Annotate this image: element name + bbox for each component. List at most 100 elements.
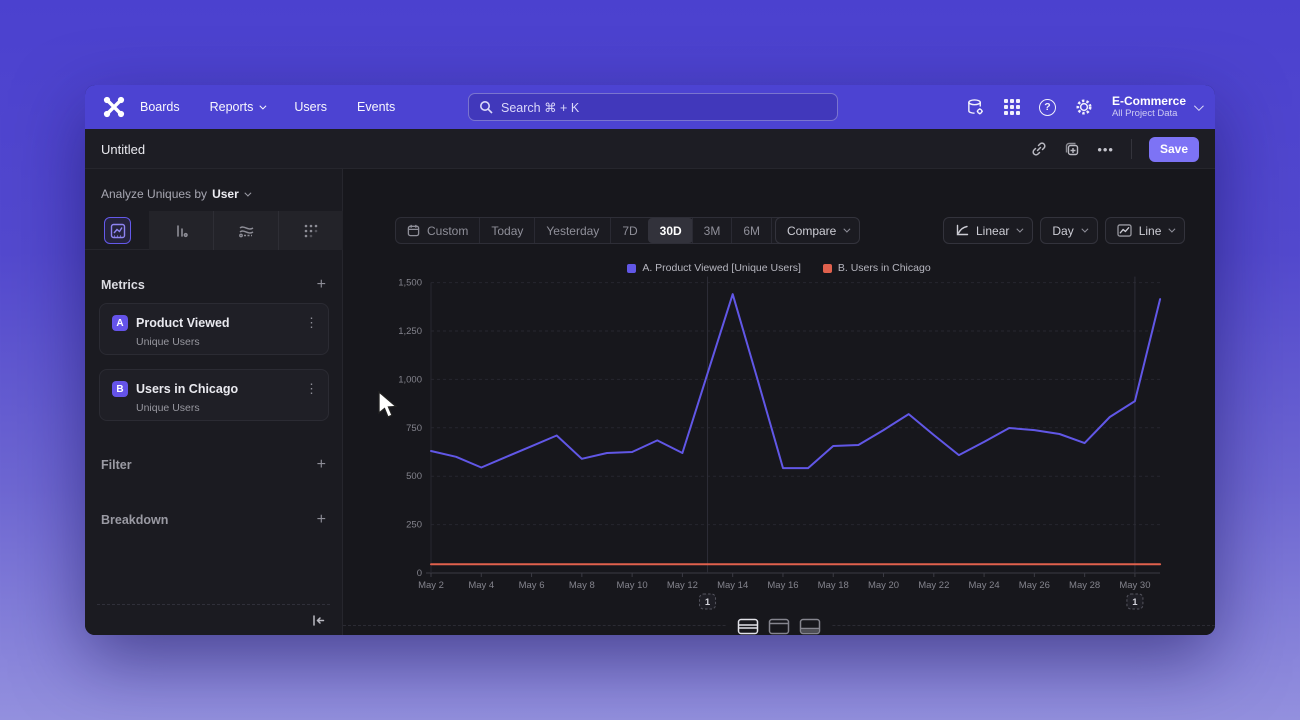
svg-text:May 26: May 26 [1019, 580, 1050, 591]
search-icon [480, 101, 493, 114]
search-placeholder: Search ⌘ + K [501, 100, 580, 115]
svg-text:250: 250 [406, 520, 422, 531]
report-title: Untitled [101, 142, 146, 157]
granularity-label: Day [1052, 223, 1074, 238]
granularity-dropdown[interactable]: Day [1040, 217, 1098, 244]
chart-panel: Custom Today Yesterday 7D 30D 3M 6M 12M … [343, 169, 1215, 635]
add-filter-button[interactable]: + [316, 456, 326, 473]
svg-text:May 30: May 30 [1119, 580, 1150, 591]
chart-type-strip [149, 211, 343, 250]
filter-section-header: Filter + [101, 457, 326, 473]
svg-text:1,000: 1,000 [398, 374, 422, 385]
chart-legend: A. Product Viewed [Unique Users] B. User… [343, 262, 1215, 274]
project-subtitle: All Project Data [1111, 108, 1178, 119]
range-today[interactable]: Today [479, 218, 534, 243]
layout-bottom-panel-icon[interactable] [799, 618, 821, 635]
svg-text:May 16: May 16 [767, 580, 798, 591]
duplicate-icon[interactable] [1064, 141, 1080, 157]
layout-split-rows-icon[interactable] [737, 618, 759, 635]
svg-text:May 12: May 12 [667, 580, 698, 591]
project-selector[interactable]: E-Commerce All Project Data [1111, 94, 1204, 119]
metric-subtitle-b[interactable]: Unique Users [136, 402, 200, 414]
range-3m[interactable]: 3M [691, 218, 732, 243]
chart-display-controls: Linear Day Line [943, 217, 1186, 244]
nav-links: Boards Reports Users Events [140, 85, 395, 129]
apps-grid-icon[interactable] [1003, 99, 1020, 115]
range-yesterday[interactable]: Yesterday [534, 218, 610, 243]
query-builder-sidebar: Analyze Uniques by User [85, 169, 343, 635]
search-input[interactable]: Search ⌘ + K [468, 93, 838, 121]
svg-text:May 8: May 8 [569, 580, 595, 591]
layout-header-panel-icon[interactable] [768, 618, 790, 635]
metric-badge-b: B [112, 381, 128, 397]
metric-name-b: Users in Chicago [136, 382, 239, 396]
metric-card-a[interactable]: A Product Viewed ⋮ Unique Users [99, 303, 329, 355]
metric-card-b[interactable]: B Users in Chicago ⋮ Unique Users [99, 369, 329, 421]
tab-flow[interactable] [213, 211, 278, 250]
save-button[interactable]: Save [1148, 136, 1199, 162]
svg-text:May 28: May 28 [1069, 580, 1100, 591]
nav-item-users[interactable]: Users [294, 100, 327, 114]
compare-button[interactable]: Compare [775, 217, 861, 244]
settings-gear-icon[interactable] [1075, 98, 1093, 116]
range-30d-selected[interactable]: 30D [647, 218, 693, 243]
legend-item-a[interactable]: A. Product Viewed [Unique Users] [627, 262, 801, 274]
more-options-button[interactable]: ••• [1097, 141, 1114, 157]
range-yesterday-label: Yesterday [546, 223, 600, 238]
chevron-down-icon [259, 102, 267, 110]
help-icon[interactable]: ? [1038, 98, 1056, 116]
compare-label: Compare [787, 223, 837, 238]
nav-item-users-label: Users [294, 100, 328, 114]
legend-label-a: A. Product Viewed [Unique Users] [642, 262, 801, 274]
add-metric-button[interactable]: + [316, 276, 326, 293]
add-breakdown-button[interactable]: + [316, 511, 326, 528]
mixpanel-logo-icon[interactable] [102, 95, 126, 119]
range-6m-label: 6M [743, 223, 761, 238]
range-custom[interactable]: Custom [396, 218, 479, 243]
svg-text:1: 1 [1132, 597, 1138, 608]
nav-item-reports[interactable]: Reports [209, 100, 267, 114]
line-chart-icon [1117, 224, 1132, 237]
tab-bar-chart[interactable] [149, 211, 213, 250]
range-6m[interactable]: 6M [731, 218, 771, 243]
metric-options-button[interactable]: ⋮ [305, 315, 318, 330]
range-7d[interactable]: 7D [610, 218, 648, 243]
metric-options-button[interactable]: ⋮ [305, 381, 318, 396]
chart-style-label: Line [1138, 223, 1162, 238]
nav-item-events[interactable]: Events [357, 100, 395, 114]
range-7d-label: 7D [622, 223, 638, 238]
tab-line-chart[interactable] [104, 217, 131, 244]
metric-badge-a: A [112, 315, 128, 331]
divider [97, 604, 330, 605]
scale-dropdown[interactable]: Linear [943, 217, 1034, 244]
legend-label-b: B. Users in Chicago [837, 262, 931, 274]
legend-item-b[interactable]: B. Users in Chicago [822, 262, 931, 274]
filter-header-label: Filter [101, 458, 132, 472]
calendar-icon [407, 224, 420, 237]
project-name: E-Commerce [1111, 94, 1186, 108]
range-custom-label: Custom [427, 223, 469, 238]
analyze-entity-dropdown[interactable]: User [212, 187, 252, 201]
metric-subtitle-a[interactable]: Unique Users [136, 336, 200, 348]
nav-item-boards[interactable]: Boards [140, 100, 180, 114]
chart-style-dropdown[interactable]: Line [1104, 217, 1186, 244]
layout-switcher [727, 615, 831, 635]
legend-swatch-b [822, 263, 832, 273]
legend-swatch-a [627, 263, 637, 273]
chart-plot: 0 250 500 750 1,000 1,250 1,500 May 2 May 4 May 6… [398, 276, 1162, 610]
svg-text:1,250: 1,250 [398, 326, 422, 337]
title-bar-actions: ••• Save [1031, 129, 1199, 169]
collapse-sidebar-icon[interactable] [311, 613, 326, 628]
tab-retention[interactable] [278, 211, 343, 250]
range-30d-label: 30D [659, 223, 682, 238]
svg-text:750: 750 [406, 423, 422, 434]
chevron-down-icon [244, 189, 252, 197]
nav-item-reports-label: Reports [209, 100, 254, 114]
data-management-icon[interactable] [966, 98, 985, 117]
scale-label: Linear [976, 223, 1010, 238]
app-window: Boards Reports Users Events Search ⌘ + K… [85, 85, 1215, 635]
svg-text:1: 1 [705, 597, 711, 608]
copy-link-icon[interactable] [1031, 141, 1047, 157]
svg-text:May 2: May 2 [418, 580, 444, 591]
svg-text:May 4: May 4 [468, 580, 494, 591]
